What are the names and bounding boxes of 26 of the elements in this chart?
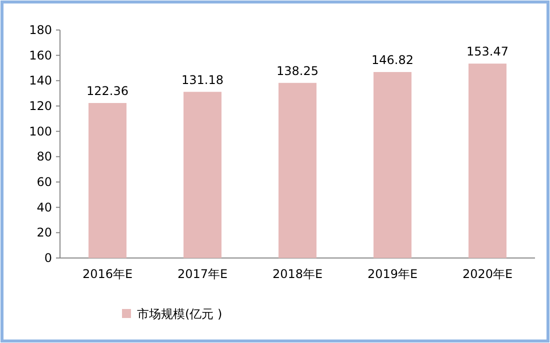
bar bbox=[468, 64, 506, 258]
x-tick-label: 2020年E bbox=[462, 267, 513, 281]
y-tick-label: 40 bbox=[36, 200, 52, 214]
data-label: 146.82 bbox=[372, 53, 414, 68]
y-tick-label: 100 bbox=[29, 124, 52, 138]
bar bbox=[184, 92, 222, 258]
x-tick-label: 2016年E bbox=[82, 267, 133, 281]
y-tick-label: 120 bbox=[29, 99, 52, 113]
data-label: 122.36 bbox=[86, 84, 128, 98]
y-tick-label: 140 bbox=[29, 74, 52, 88]
y-tick-label: 60 bbox=[36, 175, 52, 189]
y-tick-label: 80 bbox=[36, 150, 52, 164]
legend-label: 市场规模(亿元 ) bbox=[137, 307, 222, 321]
data-label: 131.18 bbox=[182, 72, 224, 87]
bar bbox=[374, 72, 412, 258]
bar bbox=[88, 103, 126, 258]
x-tick-label: 2019年E bbox=[367, 267, 418, 281]
y-tick-label: 180 bbox=[29, 23, 52, 37]
x-tick-label: 2017年E bbox=[177, 267, 228, 281]
data-label: 138.25 bbox=[276, 64, 318, 78]
y-tick-label: 20 bbox=[36, 226, 52, 240]
data-label: 153.47 bbox=[466, 44, 508, 59]
x-tick-label: 2018年E bbox=[272, 267, 323, 281]
y-tick-label: 0 bbox=[44, 251, 52, 265]
bar bbox=[278, 82, 316, 258]
y-tick-label: 160 bbox=[29, 48, 52, 62]
